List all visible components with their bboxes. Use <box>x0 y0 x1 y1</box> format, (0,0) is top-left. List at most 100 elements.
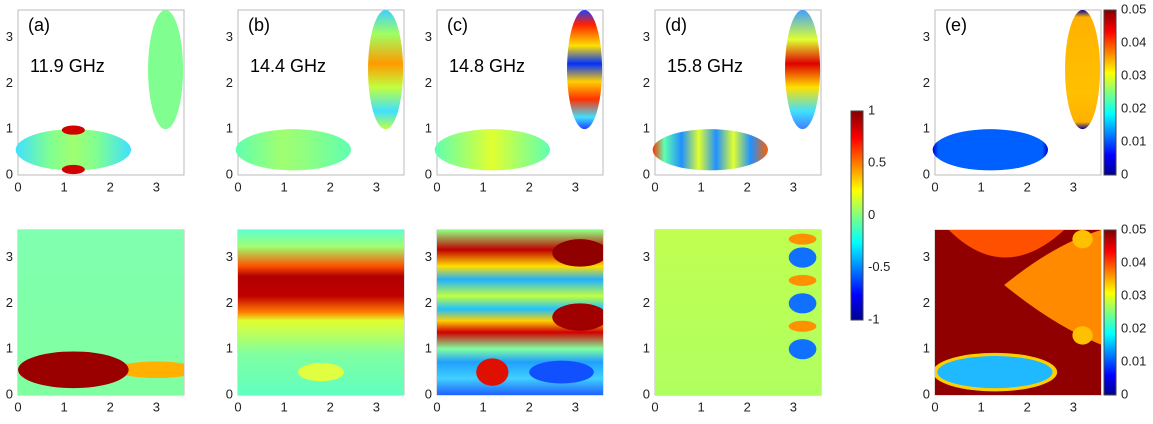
colorbar-tick-label: 0.04 <box>1121 34 1146 49</box>
field-feature <box>788 293 817 314</box>
x-tick-label: 3 <box>572 399 579 414</box>
x-tick-label: 3 <box>153 179 160 194</box>
y-tick-label: 3 <box>425 29 432 44</box>
field-feature <box>297 362 345 382</box>
field-large-ellipse <box>567 10 603 130</box>
field-feature <box>1004 230 1101 345</box>
field-small-ellipse <box>15 129 131 171</box>
x-tick-label: 1 <box>977 399 984 414</box>
field-map <box>238 230 404 395</box>
panel-label: (c) <box>447 15 468 35</box>
y-tick-label: 2 <box>643 295 650 310</box>
y-tick-label: 1 <box>6 341 13 356</box>
colorbar-tick-label: 0.05 <box>1121 1 1146 16</box>
y-tick-label: 2 <box>226 295 233 310</box>
colorbar-tick-label: 0.5 <box>868 155 886 170</box>
y-tick-label: 0 <box>643 166 650 181</box>
x-tick-label: 0 <box>651 179 658 194</box>
panel-label: (e) <box>945 15 967 35</box>
colorbar-tick-label: -1 <box>868 311 880 326</box>
x-tick-label: 3 <box>790 179 797 194</box>
y-tick-label: 0 <box>6 166 13 181</box>
x-tick-label: 1 <box>697 399 704 414</box>
x-tick-label: 0 <box>651 399 658 414</box>
x-tick-label: 3 <box>373 179 380 194</box>
colorbar-e-bottom <box>1103 229 1117 396</box>
y-tick-label: 1 <box>643 341 650 356</box>
x-tick-label: 1 <box>479 399 486 414</box>
x-tick-label: 0 <box>234 179 241 194</box>
y-tick-label: 3 <box>923 29 930 44</box>
field-feature <box>18 351 129 389</box>
y-tick-label: 3 <box>923 249 930 264</box>
x-tick-label: 1 <box>60 399 67 414</box>
y-tick-label: 1 <box>923 121 930 136</box>
colorbar <box>850 110 864 321</box>
field-map <box>655 230 821 395</box>
y-tick-label: 3 <box>226 29 233 44</box>
x-tick-label: 0 <box>14 179 21 194</box>
x-tick-label: 0 <box>931 179 938 194</box>
colorbar-tick-label: 0 <box>868 207 875 222</box>
field-small-ellipse <box>652 129 768 171</box>
colorbar-tick-label: -0.5 <box>868 259 890 274</box>
colorbar-tick-label: 1 <box>868 102 875 117</box>
y-tick-label: 3 <box>643 249 650 264</box>
y-tick-label: 3 <box>643 29 650 44</box>
x-tick-label: 0 <box>14 399 21 414</box>
y-tick-label: 2 <box>6 75 13 90</box>
x-tick-label: 3 <box>1070 399 1077 414</box>
field-large-ellipse <box>785 10 821 130</box>
y-tick-label: 0 <box>425 166 432 181</box>
y-tick-label: 2 <box>923 295 930 310</box>
y-tick-label: 2 <box>226 75 233 90</box>
y-tick-label: 1 <box>425 341 432 356</box>
y-tick-label: 0 <box>226 166 233 181</box>
y-tick-label: 1 <box>6 121 13 136</box>
y-tick-label: 3 <box>6 249 13 264</box>
field-feature <box>552 303 603 331</box>
x-tick-label: 3 <box>153 399 160 414</box>
x-tick-label: 2 <box>1024 179 1031 194</box>
colorbar-tick-label: 0.02 <box>1121 320 1146 335</box>
field-feature <box>948 230 1065 258</box>
panel-label: (b) <box>248 15 270 35</box>
field-feature <box>476 358 509 386</box>
y-tick-label: 1 <box>923 341 930 356</box>
colorbar-tick-label: 0.01 <box>1121 353 1146 368</box>
y-tick-label: 0 <box>425 386 432 401</box>
x-tick-label: 3 <box>572 179 579 194</box>
field-feature <box>937 356 1053 389</box>
y-tick-label: 2 <box>6 295 13 310</box>
colorbar-tick-label: 0.04 <box>1121 254 1146 269</box>
x-tick-label: 3 <box>1070 179 1077 194</box>
y-tick-label: 1 <box>643 121 650 136</box>
panel-label: (a) <box>28 15 50 35</box>
field-feature <box>1072 326 1093 345</box>
colorbar-tick-label: 0.02 <box>1121 100 1146 115</box>
y-tick-label: 3 <box>6 29 13 44</box>
frequency-label: 11.9 GHz <box>30 56 105 76</box>
frequency-label: 14.8 GHz <box>449 56 525 76</box>
field-feature <box>788 320 817 332</box>
x-tick-label: 1 <box>697 179 704 194</box>
field-feature <box>788 247 817 268</box>
y-tick-label: 2 <box>425 295 432 310</box>
x-tick-label: 1 <box>479 179 486 194</box>
field-map <box>935 230 1101 395</box>
panel-label: (d) <box>665 15 687 35</box>
field-feature <box>1072 230 1093 249</box>
x-tick-label: 1 <box>977 179 984 194</box>
y-tick-label: 3 <box>425 249 432 264</box>
y-tick-label: 1 <box>226 121 233 136</box>
colorbar-tick-label: 0.01 <box>1121 133 1146 148</box>
field-hotspot <box>61 125 85 135</box>
field-feature <box>552 239 603 267</box>
field-map <box>18 230 184 395</box>
field-feature <box>788 339 817 360</box>
y-tick-label: 2 <box>923 75 930 90</box>
colorbar-tick-label: 0.03 <box>1121 287 1146 302</box>
y-tick-label: 3 <box>226 249 233 264</box>
colorbar-e-top <box>1103 9 1117 176</box>
colorbar-tick-label: 0 <box>1121 166 1128 181</box>
